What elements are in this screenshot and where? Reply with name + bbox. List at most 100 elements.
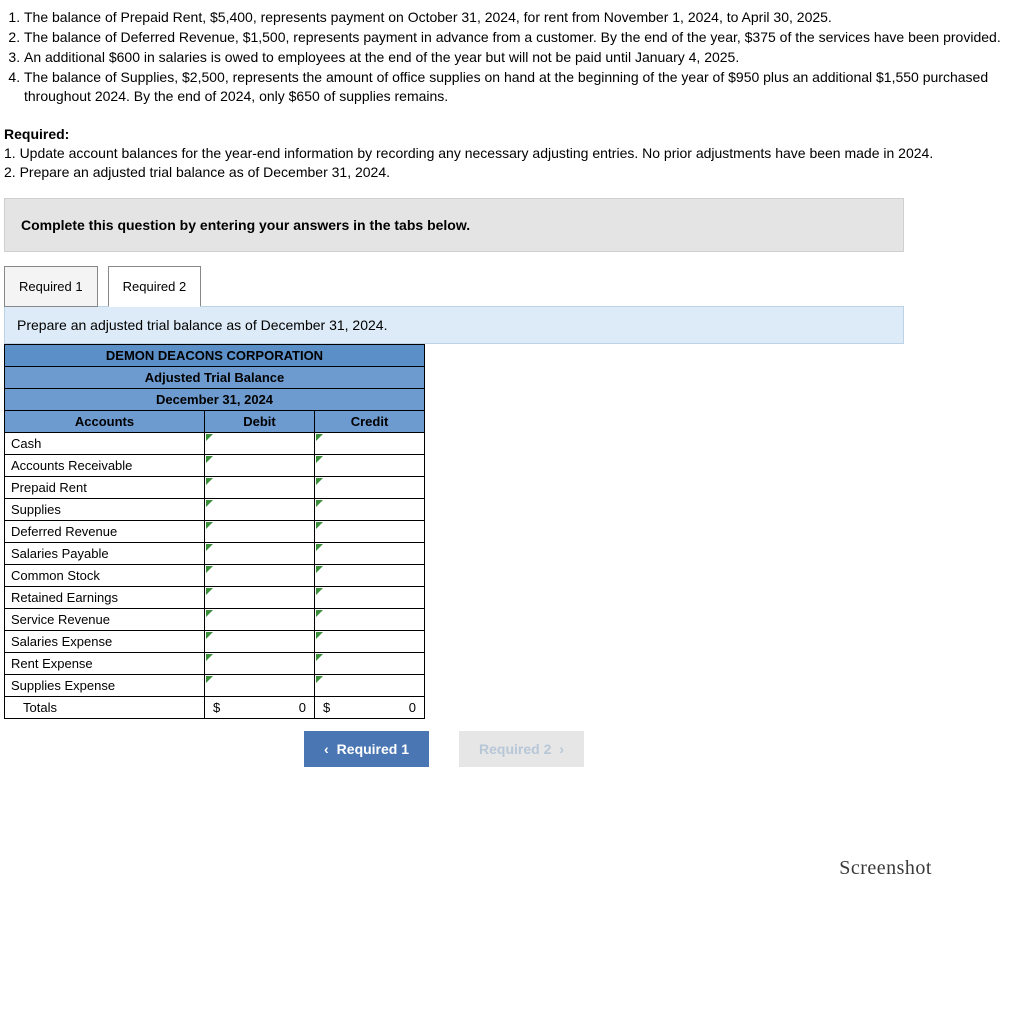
chevron-left-icon: ‹ (324, 741, 329, 757)
debit-cell[interactable] (205, 587, 315, 609)
dropdown-marker-icon (316, 500, 323, 507)
sub-instruction: Prepare an adjusted trial balance as of … (4, 306, 904, 344)
tab-row: Required 1 Required 2 (4, 266, 904, 307)
table-row: Salaries Expense (5, 631, 425, 653)
credit-cell[interactable] (315, 433, 425, 455)
dropdown-marker-icon (206, 676, 213, 683)
dropdown-marker-icon (206, 500, 213, 507)
col-accounts: Accounts (5, 411, 205, 433)
dropdown-marker-icon (316, 434, 323, 441)
table-row: Salaries Payable (5, 543, 425, 565)
debit-cell[interactable] (205, 477, 315, 499)
dropdown-marker-icon (206, 456, 213, 463)
footer-strip: Screenshot (4, 857, 1012, 880)
dropdown-marker-icon (316, 610, 323, 617)
debit-cell[interactable] (205, 631, 315, 653)
table-row: Supplies Expense (5, 675, 425, 697)
prev-label: Required 1 (337, 741, 409, 757)
dropdown-marker-icon (316, 632, 323, 639)
credit-cell[interactable] (315, 653, 425, 675)
required-heading: Required: (4, 125, 1012, 144)
chevron-right-icon: › (559, 741, 564, 757)
info-list: The balance of Prepaid Rent, $5,400, rep… (24, 8, 1012, 105)
problem-info: The balance of Prepaid Rent, $5,400, rep… (4, 8, 1012, 105)
dropdown-marker-icon (316, 588, 323, 595)
table-title: Adjusted Trial Balance (5, 367, 425, 389)
debit-cell[interactable] (205, 433, 315, 455)
totals-credit: $0 (315, 697, 425, 719)
table-row: Service Revenue (5, 609, 425, 631)
debit-cell[interactable] (205, 609, 315, 631)
credit-cell[interactable] (315, 587, 425, 609)
credit-cell[interactable] (315, 521, 425, 543)
next-label: Required 2 (479, 741, 551, 757)
account-name-cell[interactable]: Retained Earnings (5, 587, 205, 609)
totals-debit: $0 (205, 697, 315, 719)
credit-cell[interactable] (315, 609, 425, 631)
account-name-cell[interactable]: Common Stock (5, 565, 205, 587)
dropdown-marker-icon (316, 566, 323, 573)
dropdown-marker-icon (206, 544, 213, 551)
tab-required-2[interactable]: Required 2 (108, 266, 202, 307)
debit-cell[interactable] (205, 675, 315, 697)
dropdown-marker-icon (206, 566, 213, 573)
account-name-cell[interactable]: Cash (5, 433, 205, 455)
table-row: Accounts Receivable (5, 455, 425, 477)
tab-required-1[interactable]: Required 1 (4, 266, 98, 307)
credit-cell[interactable] (315, 499, 425, 521)
col-credit: Credit (315, 411, 425, 433)
debit-cell[interactable] (205, 565, 315, 587)
info-item: An additional $600 in salaries is owed t… (24, 48, 1012, 67)
screenshot-label: Screenshot (839, 857, 932, 880)
dropdown-marker-icon (206, 478, 213, 485)
totals-row: Totals $0 $0 (5, 697, 425, 719)
table-row: Common Stock (5, 565, 425, 587)
debit-cell[interactable] (205, 499, 315, 521)
account-name-cell[interactable]: Accounts Receivable (5, 455, 205, 477)
account-name-cell[interactable]: Supplies Expense (5, 675, 205, 697)
credit-cell[interactable] (315, 675, 425, 697)
nav-buttons: ‹ Required 1 Required 2 › (304, 731, 1012, 767)
credit-cell[interactable] (315, 455, 425, 477)
table-company: DEMON DEACONS CORPORATION (5, 345, 425, 367)
prev-button[interactable]: ‹ Required 1 (304, 731, 429, 767)
dropdown-marker-icon (206, 434, 213, 441)
dropdown-marker-icon (316, 544, 323, 551)
required-block: Required: 1. Update account balances for… (4, 125, 1012, 182)
info-item: The balance of Deferred Revenue, $1,500,… (24, 28, 1012, 47)
table-date: December 31, 2024 (5, 389, 425, 411)
table-row: Cash (5, 433, 425, 455)
info-item: The balance of Prepaid Rent, $5,400, rep… (24, 8, 1012, 27)
dropdown-marker-icon (316, 654, 323, 661)
totals-label: Totals (5, 697, 205, 719)
next-button[interactable]: Required 2 › (459, 731, 584, 767)
col-debit: Debit (205, 411, 315, 433)
debit-cell[interactable] (205, 543, 315, 565)
dropdown-marker-icon (206, 632, 213, 639)
instruction-bar: Complete this question by entering your … (4, 198, 904, 252)
credit-cell[interactable] (315, 631, 425, 653)
table-row: Retained Earnings (5, 587, 425, 609)
debit-cell[interactable] (205, 653, 315, 675)
dropdown-marker-icon (206, 588, 213, 595)
account-name-cell[interactable]: Rent Expense (5, 653, 205, 675)
table-row: Rent Expense (5, 653, 425, 675)
dropdown-marker-icon (316, 522, 323, 529)
dropdown-marker-icon (316, 478, 323, 485)
table-row: Prepaid Rent (5, 477, 425, 499)
credit-cell[interactable] (315, 477, 425, 499)
account-name-cell[interactable]: Salaries Payable (5, 543, 205, 565)
account-name-cell[interactable]: Salaries Expense (5, 631, 205, 653)
credit-cell[interactable] (315, 565, 425, 587)
info-item: The balance of Supplies, $2,500, represe… (24, 68, 1012, 106)
account-name-cell[interactable]: Deferred Revenue (5, 521, 205, 543)
dropdown-marker-icon (316, 676, 323, 683)
account-name-cell[interactable]: Service Revenue (5, 609, 205, 631)
table-row: Supplies (5, 499, 425, 521)
debit-cell[interactable] (205, 455, 315, 477)
credit-cell[interactable] (315, 543, 425, 565)
account-name-cell[interactable]: Supplies (5, 499, 205, 521)
dropdown-marker-icon (206, 610, 213, 617)
account-name-cell[interactable]: Prepaid Rent (5, 477, 205, 499)
debit-cell[interactable] (205, 521, 315, 543)
